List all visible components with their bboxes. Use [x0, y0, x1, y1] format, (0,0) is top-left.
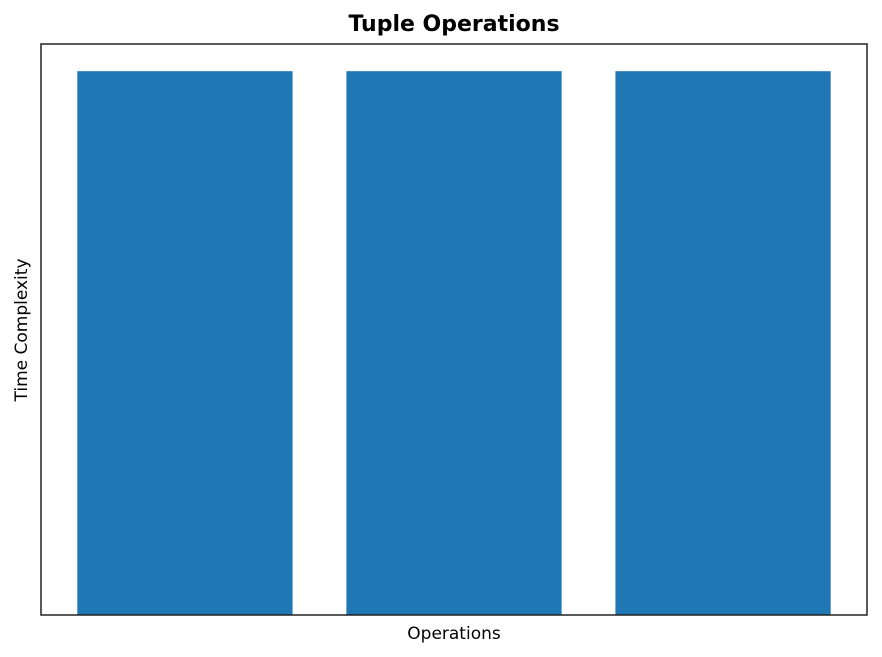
x-axis-label: Operations	[407, 624, 501, 644]
bar	[615, 71, 831, 615]
axes-frame	[40, 43, 868, 616]
y-axis-label: Time Complexity	[12, 258, 32, 402]
plot-area	[77, 71, 831, 615]
bar	[77, 71, 293, 615]
chart-title: Tuple Operations	[348, 12, 559, 37]
bar	[346, 71, 562, 615]
